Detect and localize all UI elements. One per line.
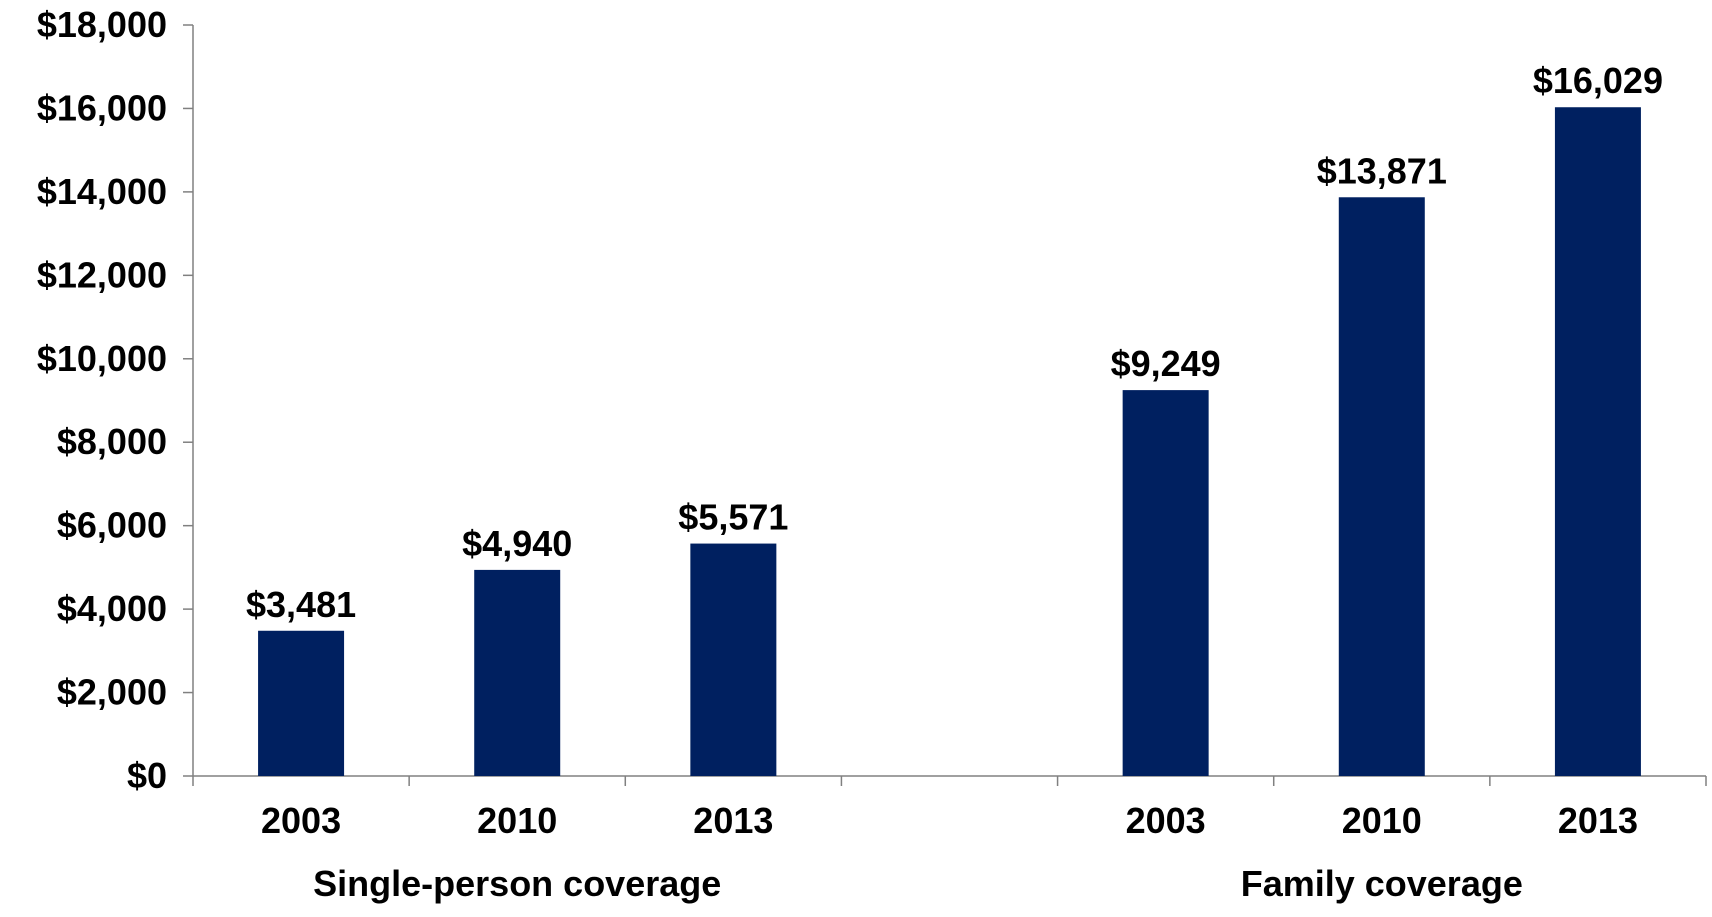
bar-family-2013 [1554, 107, 1641, 776]
x-category-label: 2003 [1126, 800, 1206, 841]
y-tick-label: $2,000 [57, 672, 167, 713]
bar-family-2010 [1338, 197, 1425, 776]
group-label-single-person: Single-person coverage [313, 863, 721, 904]
y-tick-label: $18,000 [37, 4, 167, 45]
bar-value-label: $3,481 [246, 584, 356, 625]
bar-single-2003 [258, 630, 345, 776]
bar-value-label: $4,940 [462, 523, 572, 564]
bar-value-label: $16,029 [1533, 60, 1663, 101]
x-category-label: 2003 [261, 800, 341, 841]
x-axis: 2003 2010 2013 2003 2010 2013 [192, 775, 1707, 841]
bar-value-label: $5,571 [678, 497, 788, 538]
data-labels: $3,481 $4,940 $5,571 $9,249 $13,871 $16,029 [246, 60, 1663, 625]
bar-family-2003 [1122, 390, 1209, 776]
y-tick-label: $12,000 [37, 254, 167, 295]
group-label-family: Family coverage [1241, 863, 1523, 904]
y-tick-label: $16,000 [37, 87, 167, 128]
y-tick-label: $0 [127, 755, 167, 796]
group-labels: Single-person coverage Family coverage [313, 863, 1523, 904]
y-tick-label: $10,000 [37, 338, 167, 379]
bar-single-2010 [474, 569, 561, 776]
bar-value-label: $9,249 [1111, 343, 1221, 384]
bars [258, 107, 1641, 776]
y-tick-label: $6,000 [57, 505, 167, 546]
x-category-label: 2010 [1342, 800, 1422, 841]
x-category-label: 2013 [693, 800, 773, 841]
bar-value-label: $13,871 [1317, 150, 1447, 191]
y-tick-label: $14,000 [37, 171, 167, 212]
x-category-label: 2010 [477, 800, 557, 841]
bar-single-2013 [690, 543, 777, 776]
y-tick-label: $4,000 [57, 588, 167, 629]
y-tick-label: $8,000 [57, 421, 167, 462]
x-category-label: 2013 [1558, 800, 1638, 841]
y-axis: $0 $2,000 $4,000 $6,000 $8,000 $10,000 $12,000… [37, 4, 194, 796]
